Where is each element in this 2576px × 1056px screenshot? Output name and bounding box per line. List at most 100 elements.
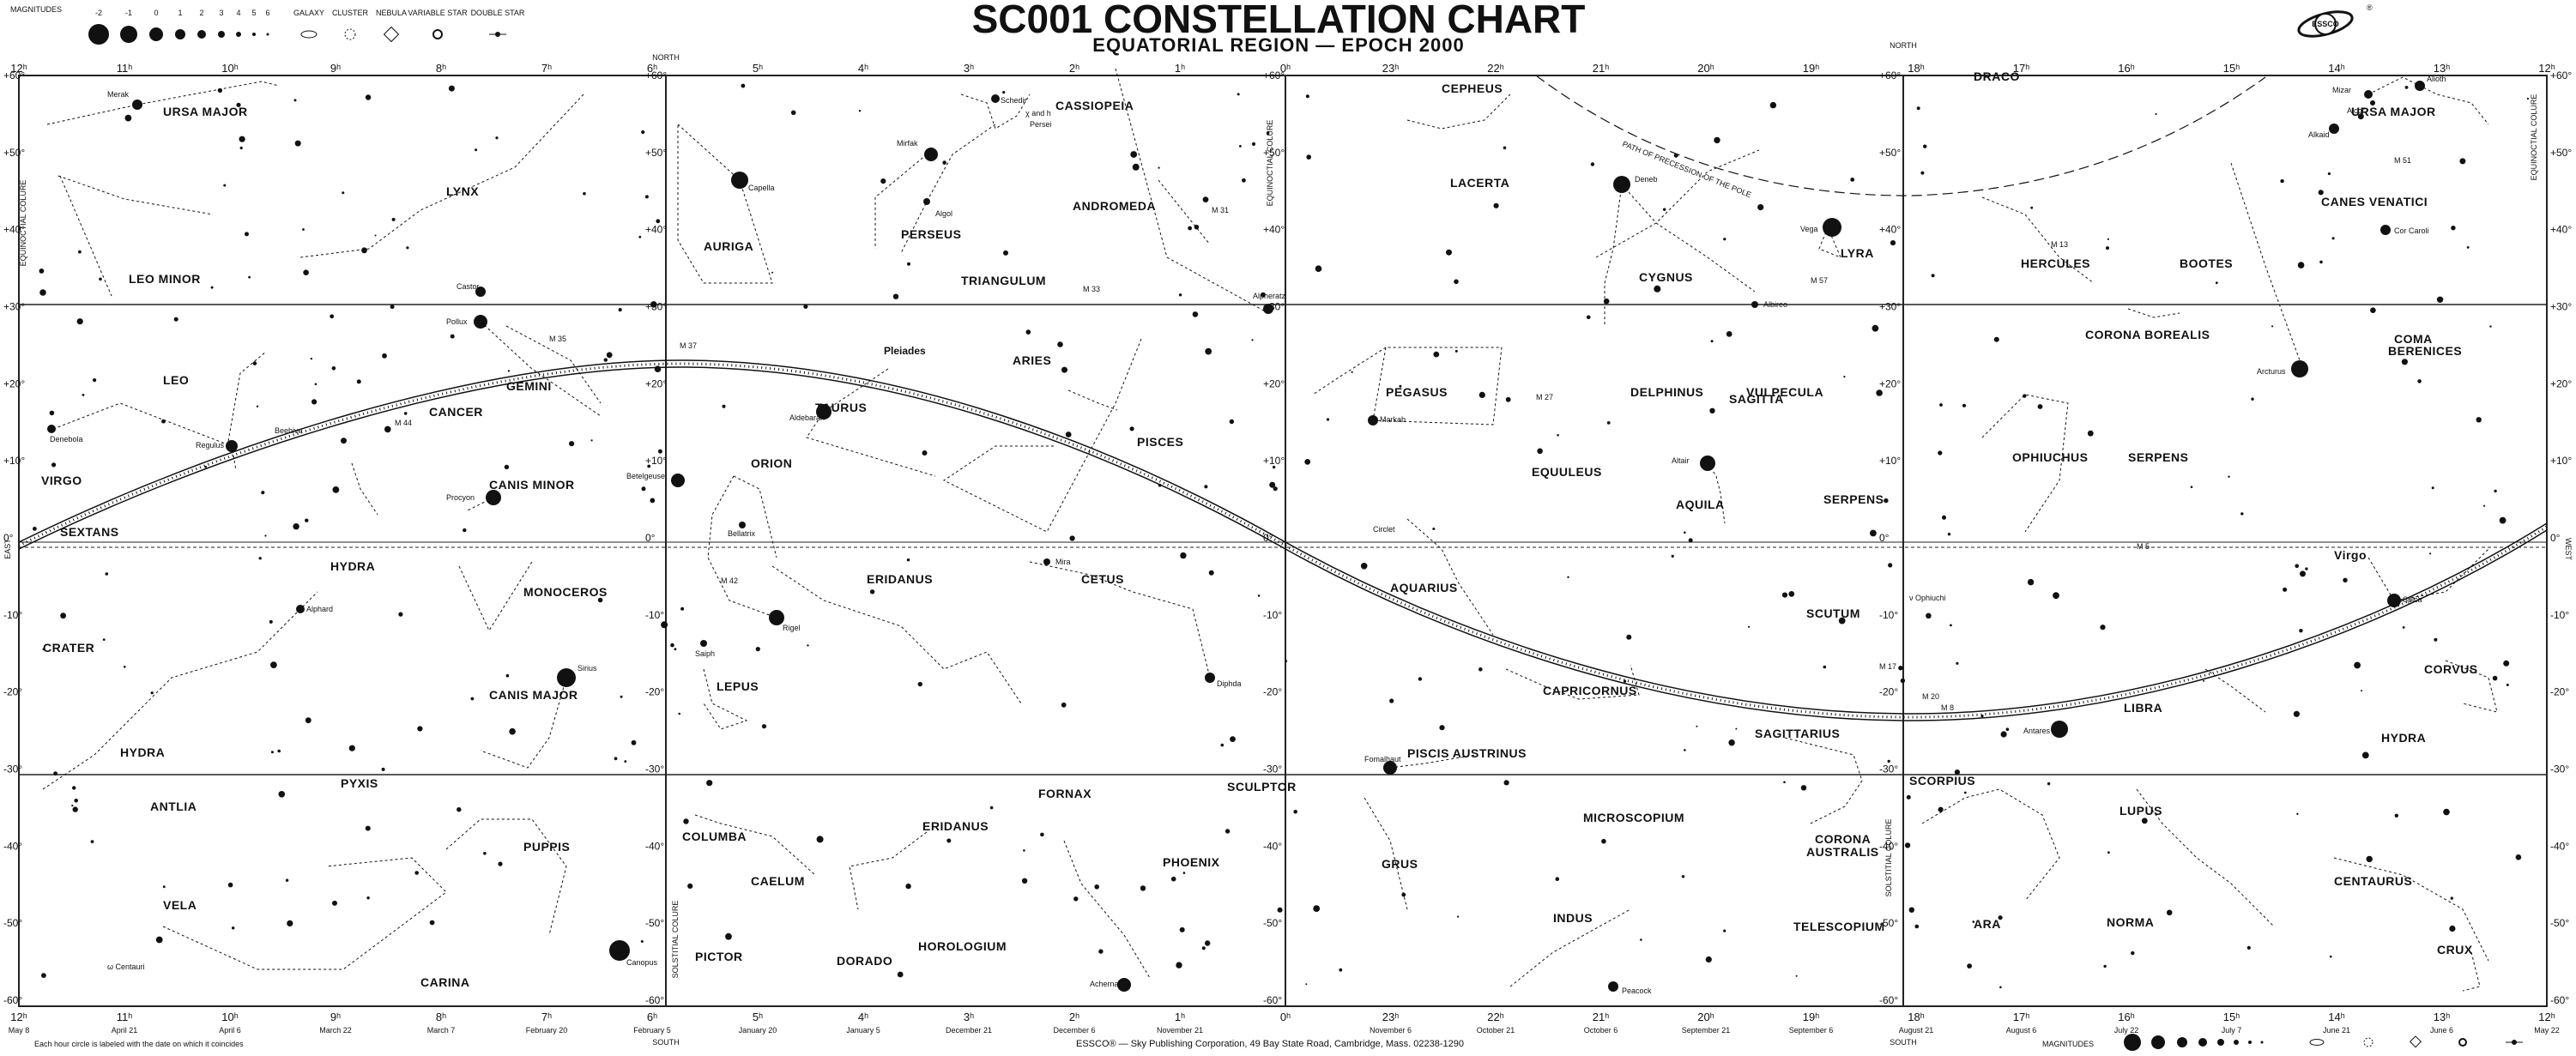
chart-border <box>18 75 2548 1007</box>
galaxy-icon <box>300 30 317 39</box>
object-label-m33: M 33 <box>1083 285 1100 293</box>
minor-star <box>1748 625 1751 628</box>
constellation-name-lupus: LUPUS <box>2119 804 2162 818</box>
minor-star <box>1277 907 1283 913</box>
star-algol <box>923 198 930 205</box>
ra-label-bottom: 8ʰ <box>436 1011 446 1023</box>
minor-star <box>1188 226 1192 231</box>
date-label: October 21 <box>1477 1026 1515 1035</box>
minor-star <box>99 277 102 281</box>
minor-star <box>72 806 78 812</box>
dec-label: -40° <box>1263 840 1282 852</box>
star-label-peacock: Peacock <box>1622 987 1652 995</box>
minor-star <box>1069 535 1075 541</box>
minor-star <box>1962 403 1967 407</box>
minor-star <box>1433 351 1440 358</box>
minor-star <box>2228 475 2230 478</box>
minor-star <box>1230 736 1236 742</box>
magnitude-dot <box>120 26 137 43</box>
constellation-name-hydra-1: HYDRA <box>330 559 375 573</box>
minor-star <box>2131 950 2135 956</box>
minor-star <box>2190 486 2193 488</box>
minor-star <box>93 378 97 383</box>
date-label: November 21 <box>1157 1026 1203 1035</box>
dec-label: +20° <box>2550 377 2572 389</box>
minor-star <box>1182 872 1186 874</box>
constellation-name-crater: CRATER <box>43 641 94 655</box>
minor-star <box>1850 178 1855 182</box>
minor-star <box>1129 426 1134 431</box>
minor-star <box>647 464 651 468</box>
dec-label: +50° <box>645 147 667 159</box>
star-betelgeuse <box>671 474 685 487</box>
star-label-regulus: Regulus <box>196 441 225 450</box>
minor-star <box>1723 929 1726 932</box>
minor-star <box>1065 431 1072 437</box>
ra-label-bottom: 13ʰ <box>2434 1011 2450 1023</box>
date-label: December 6 <box>1053 1026 1095 1035</box>
dec-label: +60° <box>3 69 25 81</box>
date-label: July 22 <box>2114 1026 2139 1035</box>
dec-label: +40° <box>2550 224 2572 236</box>
ra-label-top: 12ʰ <box>2538 62 2555 75</box>
constellation-name-draco: DRACO <box>1974 69 2020 83</box>
minor-star <box>2417 379 2422 383</box>
dec-label: +20° <box>1879 377 1901 389</box>
ra-label-top: 10ʰ <box>221 62 238 75</box>
minor-star <box>2506 683 2509 686</box>
minor-star <box>790 110 796 116</box>
dec-label: +50° <box>3 147 25 159</box>
star-label-canopus: Canopus <box>626 958 658 967</box>
minor-star <box>661 621 668 629</box>
minor-star <box>1306 154 1311 160</box>
minor-star <box>448 85 455 92</box>
object-label-circlet: Circlet <box>1373 525 1395 534</box>
minor-star <box>631 739 637 745</box>
minor-star <box>1201 946 1206 950</box>
date-label: December 21 <box>946 1026 992 1035</box>
minor-star <box>2526 97 2529 100</box>
constellation-name-triangulum: TRIANGULUM <box>961 274 1046 287</box>
ra-label-top: 18ʰ <box>1908 62 1924 75</box>
constellation-name-lyra: LYRA <box>1841 246 1874 260</box>
constellation-name-orion: ORION <box>751 456 792 470</box>
minor-star <box>1993 336 1999 342</box>
minor-star <box>2300 570 2306 577</box>
minor-star <box>505 673 510 678</box>
dec-label: +50° <box>1263 147 1285 159</box>
star-regulus <box>226 440 238 452</box>
minor-star <box>1916 106 1920 111</box>
minor-star <box>504 464 510 470</box>
minor-star <box>1939 403 1943 407</box>
minor-star <box>495 136 499 140</box>
minor-star <box>2053 592 2059 600</box>
minor-star <box>1130 151 1138 158</box>
minor-star <box>2459 158 2466 165</box>
minor-star <box>1061 702 1067 708</box>
minor-star <box>331 366 336 371</box>
constellation-name-leo-minor: LEO MINOR <box>129 272 201 286</box>
magnitude-value: 6 <box>265 9 269 17</box>
minor-star <box>1251 339 1254 341</box>
minor-star <box>1904 842 1911 848</box>
minor-star <box>41 973 46 978</box>
minor-star <box>2431 486 2434 490</box>
star-label-deneb: Deneb <box>1635 175 1658 184</box>
minor-star <box>922 450 928 456</box>
minor-star <box>1389 698 1394 703</box>
minor-star <box>303 269 309 276</box>
minor-star <box>1326 418 1330 421</box>
object-label-m44: M 44 <box>395 419 412 427</box>
minor-star <box>2370 307 2376 314</box>
constellation-name-virgo-l: VIRGO <box>41 474 82 487</box>
minor-star <box>1872 324 1879 332</box>
minor-star <box>917 681 923 687</box>
constellation-name-cancer: CANCER <box>429 405 483 419</box>
magnitude-value: -2 <box>95 9 102 17</box>
minor-star <box>1432 528 1436 530</box>
dec-label: -40° <box>1879 840 1898 852</box>
minor-star <box>2005 727 2010 731</box>
nebula-icon <box>2409 1035 2422 1048</box>
constellation-name-lepus: LEPUS <box>717 679 759 693</box>
star-markab <box>1368 415 1378 425</box>
